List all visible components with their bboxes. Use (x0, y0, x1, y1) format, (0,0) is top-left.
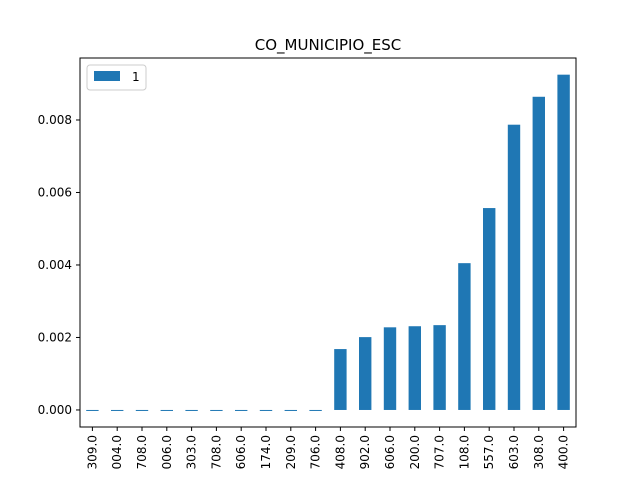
x-tick-label: 400.0 (557, 435, 571, 469)
legend: 1 (86, 64, 147, 91)
bar (309, 409, 322, 411)
plot-frame (79, 57, 577, 428)
y-tick-label: 0.000 (38, 403, 72, 417)
bar (433, 325, 446, 410)
x-tick-label: 708.0 (135, 435, 149, 469)
bar (458, 263, 471, 410)
bar (160, 409, 173, 411)
x-tick-label: 308.0 (532, 435, 546, 469)
x-tick-label: 606.0 (234, 435, 248, 469)
x-tick-label: 708.0 (209, 435, 223, 469)
x-axis: 309.0 004.0 708.0 006.0 303.0 708.0 606.0 174.0… (85, 427, 571, 469)
bar (383, 327, 397, 410)
bar (259, 409, 273, 411)
x-tick-label: 902.0 (358, 435, 372, 469)
y-tick-label: 0.006 (38, 185, 72, 199)
x-tick-label: 108.0 (457, 435, 471, 469)
y-axis: 0.000 0.002 0.004 0.006 0.008 (38, 113, 80, 417)
chart-title: CO_MUNICIPIO_ESC (255, 36, 402, 55)
bar (507, 124, 521, 410)
y-tick-label: 0.004 (38, 258, 72, 272)
bar (532, 96, 545, 410)
bar (284, 409, 297, 411)
x-tick-label: 200.0 (408, 435, 422, 469)
x-tick-label: 603.0 (507, 435, 521, 469)
x-tick-label: 408.0 (333, 435, 347, 469)
bar (408, 326, 421, 410)
x-tick-label: 303.0 (185, 435, 199, 469)
bar (359, 337, 372, 410)
bar (483, 208, 496, 410)
x-tick-label: 707.0 (433, 435, 447, 469)
legend-swatch (94, 71, 120, 81)
x-tick-label: 174.0 (259, 435, 273, 469)
x-tick-label: 006.0 (160, 435, 174, 469)
bar (185, 409, 198, 411)
x-tick-label: 004.0 (110, 435, 124, 469)
x-tick-label: 706.0 (309, 435, 323, 469)
bar (111, 409, 124, 411)
x-tick-label: 606.0 (383, 435, 397, 469)
bar (86, 409, 99, 411)
bar (135, 409, 149, 411)
x-tick-label: 557.0 (482, 435, 496, 469)
bar (557, 74, 570, 410)
bar (334, 349, 347, 410)
bar (210, 409, 223, 411)
y-tick-label: 0.008 (38, 113, 72, 127)
y-tick-label: 0.002 (38, 330, 72, 344)
bars-group (86, 74, 570, 411)
bar (235, 409, 248, 411)
legend-label: 1 (132, 70, 140, 84)
x-tick-label: 209.0 (284, 435, 298, 469)
x-tick-label: 309.0 (85, 435, 99, 469)
